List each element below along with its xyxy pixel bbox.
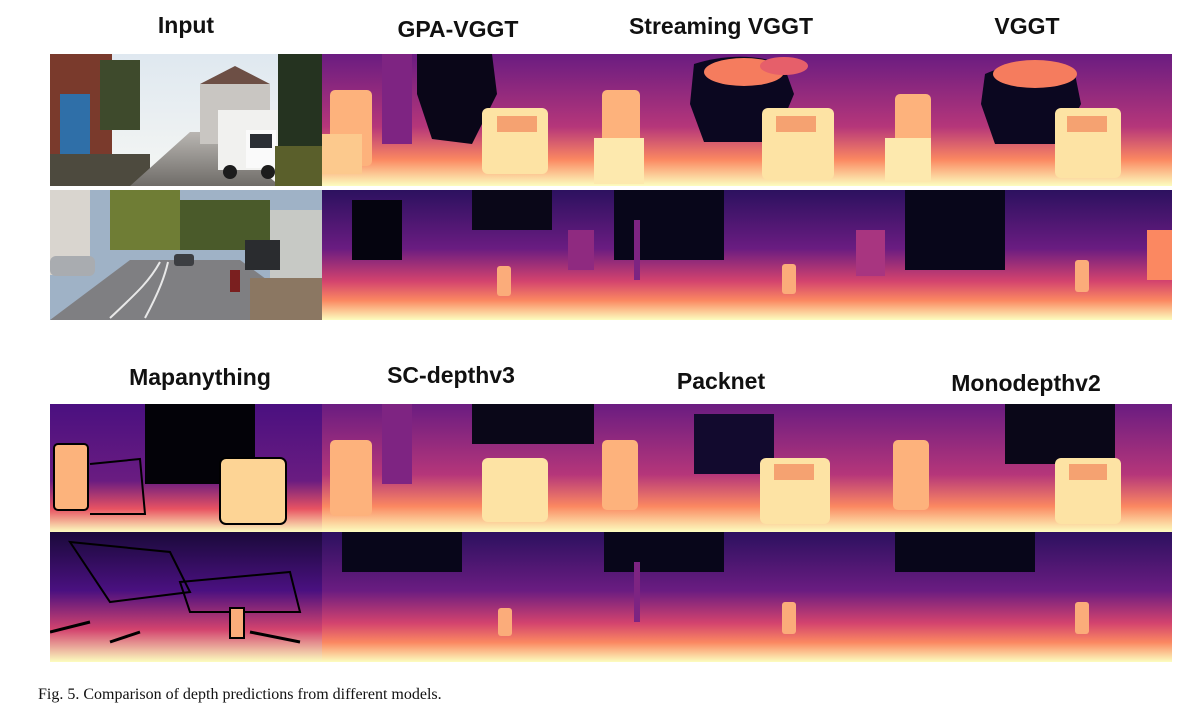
- depth-streaming-vggt-2: [594, 190, 885, 320]
- label-monodepthv2: Monodepthv2: [951, 370, 1101, 396]
- label-input: Input: [157, 12, 215, 38]
- label-gpa-vggt: GPA-VGGT: [397, 16, 519, 42]
- input-photo-1: [50, 54, 322, 186]
- depth-packnet-2: [594, 532, 885, 662]
- depth-sc-depthv3-1: [322, 404, 594, 532]
- depth-mapanything-2: [50, 532, 322, 662]
- depth-streaming-vggt-1: [594, 54, 885, 186]
- depth-monodepthv2-1: [885, 404, 1172, 532]
- label-packnet: Packnet: [676, 368, 766, 394]
- depth-vggt-2: [885, 190, 1172, 320]
- depth-gpa-vggt-1: [322, 54, 594, 186]
- depth-monodepthv2-2: [885, 532, 1172, 662]
- depth-mapanything-1: [50, 404, 322, 532]
- depth-vggt-1: [885, 54, 1172, 186]
- input-photo-2: [50, 190, 322, 320]
- depth-gpa-vggt-2: [322, 190, 594, 320]
- label-streaming-vggt: Streaming VGGT: [628, 13, 814, 39]
- label-mapanything: Mapanything: [129, 364, 271, 390]
- label-sc-depthv3: SC-depthv3: [387, 362, 515, 388]
- label-vggt: VGGT: [994, 13, 1060, 39]
- figure-caption: Fig. 5. Comparison of depth predictions …: [38, 686, 442, 703]
- depth-sc-depthv3-2: [322, 532, 594, 662]
- depth-packnet-1: [594, 404, 885, 532]
